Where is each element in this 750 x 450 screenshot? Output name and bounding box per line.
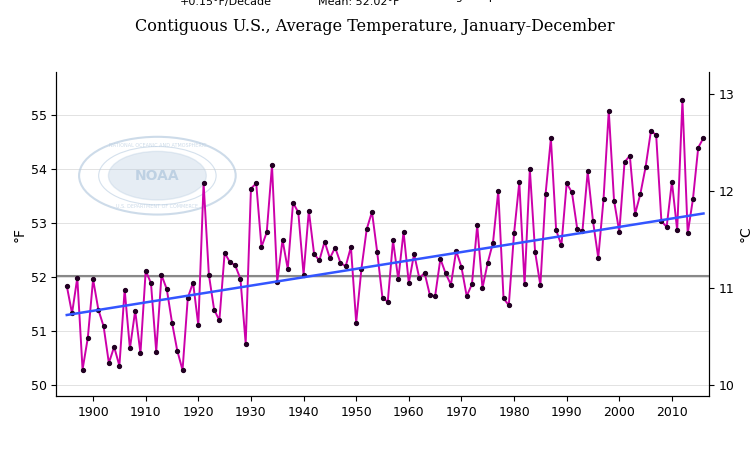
Avg Temperature [178,367,187,373]
Y-axis label: °F: °F [12,226,26,242]
Avg Temperature [415,275,424,281]
Legend: 1895-2016 Trend
+0.15°F/Decade, 1901-2000
Mean: 52.02°F, Avg Temperature: 1895-2016 Trend +0.15°F/Decade, 1901-200… [150,0,538,7]
Avg Temperature [688,196,698,202]
Avg Temperature [273,279,282,284]
Circle shape [109,151,206,200]
Line: Avg Temperature: Avg Temperature [64,98,706,372]
Text: Contiguous U.S., Average Temperature, January-December: Contiguous U.S., Average Temperature, Ja… [135,18,615,35]
Text: NOAA: NOAA [135,169,180,183]
Text: U.S. DEPARTMENT OF COMMERCE: U.S. DEPARTMENT OF COMMERCE [116,203,199,208]
Avg Temperature [472,223,482,228]
Avg Temperature [678,97,687,103]
Avg Temperature [214,318,223,323]
Text: NATIONAL OCEANIC AND ATMOSPHERIC: NATIONAL OCEANIC AND ATMOSPHERIC [109,143,206,148]
Avg Temperature [657,218,666,224]
Y-axis label: °C: °C [739,225,750,243]
Avg Temperature [62,283,71,288]
Avg Temperature [699,135,708,140]
